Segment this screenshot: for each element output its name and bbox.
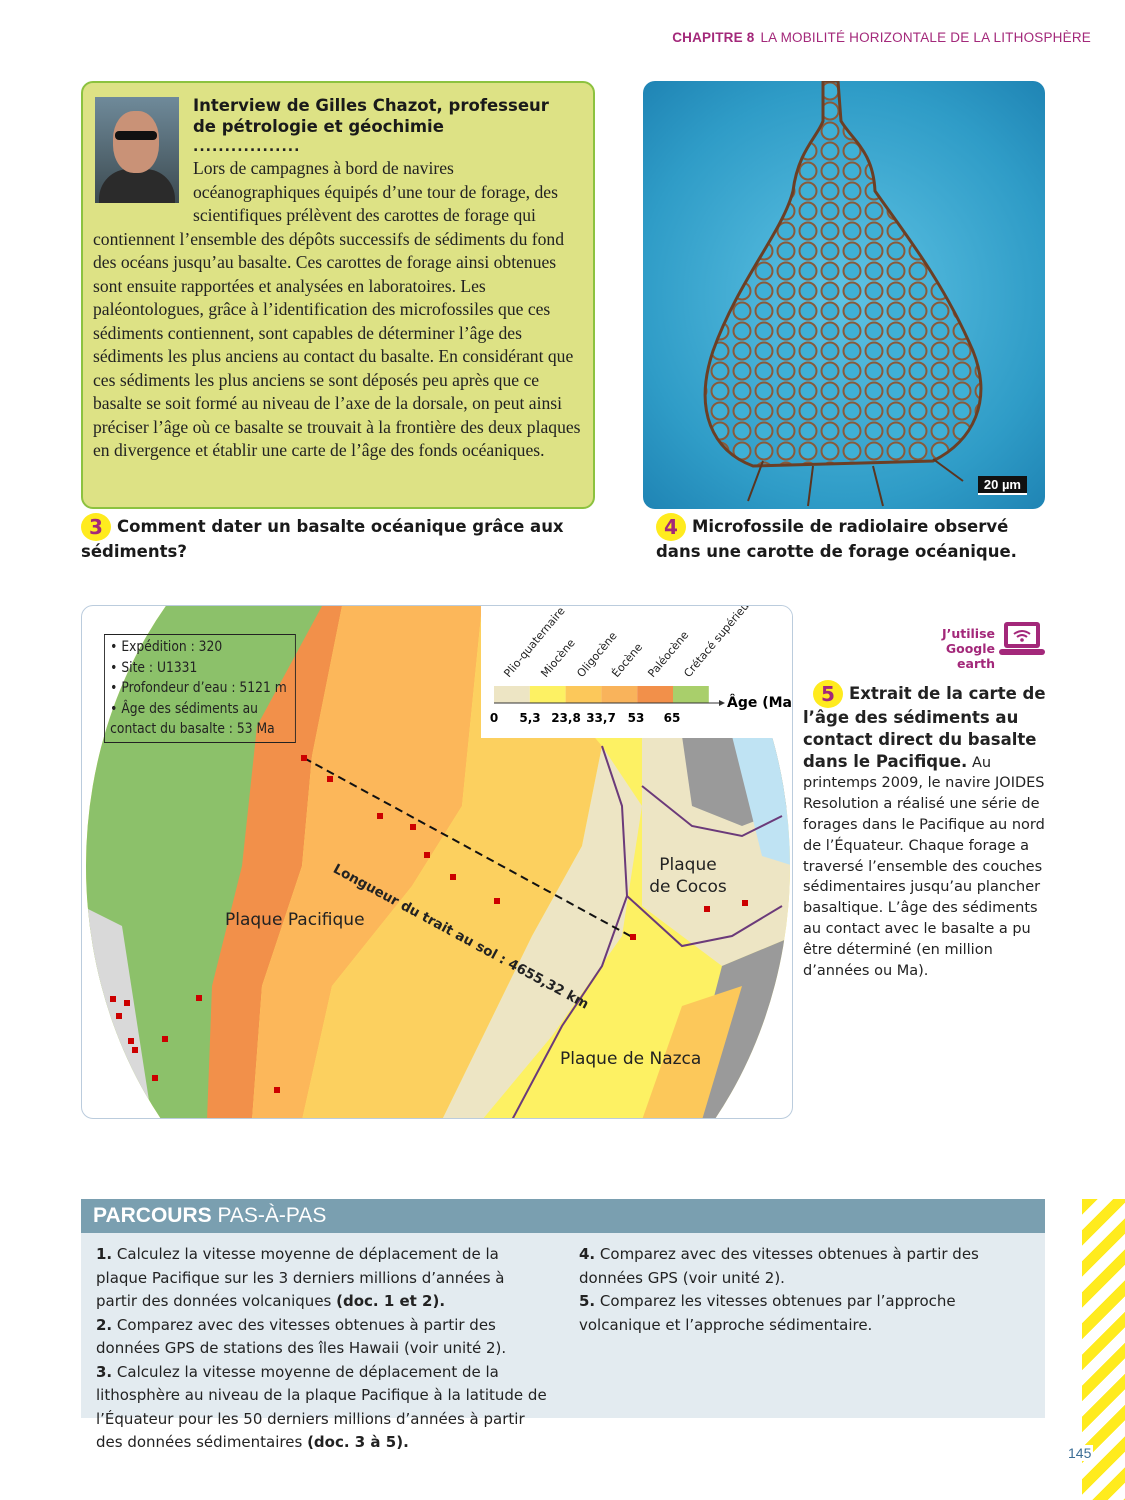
dots: .................: [193, 139, 301, 155]
legend-period: Miocène: [538, 636, 578, 680]
legend-period: Éocène: [609, 641, 645, 680]
question-3: 3. Calculez la vitesse moyenne de déplac…: [96, 1362, 547, 1452]
radiolarian-illustration: [703, 81, 983, 507]
label-pacific-plate: Plaque Pacifique: [225, 910, 365, 930]
question-5: 5. Comparez les vitesses obtenues par l’…: [579, 1292, 956, 1334]
legend-axis-label: Âge (Ma): [727, 694, 793, 711]
chapter-label: CHAPITRE 8: [672, 30, 755, 45]
seafloor-age-map: Longueur du trait au sol : 4655,32 km Pl…: [81, 605, 793, 1119]
drill-sites: [110, 755, 748, 1093]
doc-number: 3: [81, 513, 111, 541]
running-header: CHAPITRE 8 LA MOBILITÉ HORIZONTALE DE LA …: [672, 30, 1091, 45]
label-cocos-plate: Plaque de Cocos: [649, 855, 727, 897]
doc4-caption: 4 Microfossile de radiolaire observé dans…: [656, 513, 1017, 561]
legend-tick: 5,3: [519, 711, 540, 725]
legend-tick: 0: [490, 711, 498, 725]
map-graphic: [86, 606, 790, 1118]
zone-plio-quaternary: [442, 746, 642, 1118]
doc5-body: Au printemps 2009, le navire JOIDES Reso…: [803, 754, 1045, 979]
question-2: 2. Comparez avec des vitesses obtenues à…: [96, 1315, 507, 1358]
legend-tick: 33,7: [586, 711, 616, 725]
legend-swatch: [565, 686, 602, 703]
radiolarian-photo: 20 µm: [643, 81, 1045, 509]
info-expedition: • Expédition : 320: [110, 639, 223, 655]
legend-swatch: [673, 686, 709, 703]
profile-line: [303, 757, 635, 939]
doc-number: 4: [656, 513, 686, 541]
info-depth: • Profondeur d’eau : 5121 m: [110, 680, 287, 696]
page-number: 145: [1066, 1445, 1094, 1461]
doc3-caption: 3 Comment dater un basalte océanique grâc…: [81, 513, 564, 561]
label-nazca-plate: Plaque de Nazca: [560, 1049, 702, 1069]
parcours-box: PARCOURS PAS-À-PAS 1. Calculez la vitess…: [81, 1199, 1045, 1451]
laptop-wifi-icon: [999, 622, 1045, 655]
legend-swatch: [637, 686, 673, 703]
age-legend: Plio-quaternaire Miocène Oligocène Éocèn…: [481, 606, 793, 738]
site-info-box: • Expédition : 320 • Site : U1331 • Prof…: [104, 634, 296, 743]
interview-title: Interview de Gilles Chazot, professeur de…: [193, 96, 549, 136]
info-site: • Site : U1331: [110, 659, 198, 676]
question-4: 4. Comparez avec des vitesses obtenues à…: [579, 1245, 979, 1287]
interviewee-photo: [95, 97, 179, 203]
legend-tick: 23,8: [551, 711, 581, 725]
scale-bar: 20 µm: [977, 476, 1027, 495]
legend-period: Crétacé supérieur: [681, 606, 755, 680]
info-age: • Âge des sédiments au contact du basalt…: [110, 700, 275, 738]
interview-text: Lors de campagnes à bord de navires océa…: [93, 158, 581, 460]
legend-tick: 65: [664, 711, 681, 725]
doc5-title: Extrait de la carte de l’âge des sédimen…: [803, 684, 1046, 771]
interview-box: Interview de Gilles Chazot, professeur de…: [81, 81, 595, 509]
legend-swatch: [494, 686, 530, 703]
question-1: 1. Calculez la vitesse moyenne de déplac…: [96, 1245, 505, 1310]
chapter-title: LA MOBILITÉ HORIZONTALE DE LA LITHOSPHÈR…: [760, 30, 1091, 45]
doc5-caption: 5 Extrait de la carte de l’âge des sédime…: [803, 680, 1048, 981]
parcours-header: PARCOURS PAS-À-PAS: [81, 1199, 1045, 1233]
legend-tick: 53: [628, 711, 645, 725]
legend-swatch: [601, 686, 638, 703]
legend-swatch: [529, 686, 566, 703]
doc-number: 5: [813, 680, 843, 708]
legend-period: Plio-quaternaire: [501, 606, 567, 680]
